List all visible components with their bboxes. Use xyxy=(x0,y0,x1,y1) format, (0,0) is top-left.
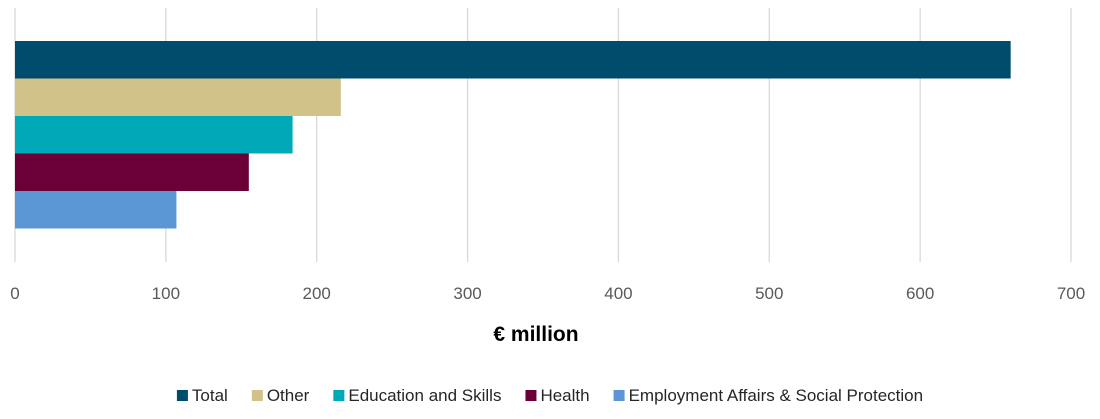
bar xyxy=(15,116,293,154)
legend-swatch xyxy=(251,390,263,401)
legend-swatch xyxy=(613,390,625,401)
x-tick-label: 100 xyxy=(152,284,180,303)
legend-label: Health xyxy=(540,386,589,405)
x-tick-label: 0 xyxy=(10,284,19,303)
legend-swatch xyxy=(333,390,345,401)
bars xyxy=(15,41,1011,229)
x-axis-title: € million xyxy=(493,323,578,346)
legend-item: Education and Skills xyxy=(333,386,501,405)
legend-label: Total xyxy=(192,386,228,405)
x-tick-label: 400 xyxy=(604,284,632,303)
legend-label: Employment Affairs & Social Protection xyxy=(629,386,924,405)
legend-label: Other xyxy=(267,386,310,405)
bar xyxy=(15,153,249,191)
legend-swatch xyxy=(525,390,537,401)
legend-swatch xyxy=(176,390,188,401)
x-tick-label: 500 xyxy=(755,284,783,303)
bar xyxy=(15,78,341,116)
x-tick-label: 700 xyxy=(1057,284,1085,303)
legend-item: Other xyxy=(251,386,310,405)
legend: Total Other Education and Skills Health Empl… xyxy=(176,386,924,405)
x-tick-label: 200 xyxy=(303,284,331,303)
legend-label: Education and Skills xyxy=(348,386,501,405)
bar xyxy=(15,191,177,229)
x-tick-label: 600 xyxy=(906,284,934,303)
bar xyxy=(15,41,1011,79)
x-tick-label: 300 xyxy=(453,284,481,303)
legend-item: Employment Affairs & Social Protection xyxy=(613,386,924,405)
legend-item: Health xyxy=(525,386,590,405)
x-axis-tick-labels: 0 100 200 300 400 500 600 700 xyxy=(10,284,1085,303)
legend-item: Total xyxy=(176,386,228,405)
